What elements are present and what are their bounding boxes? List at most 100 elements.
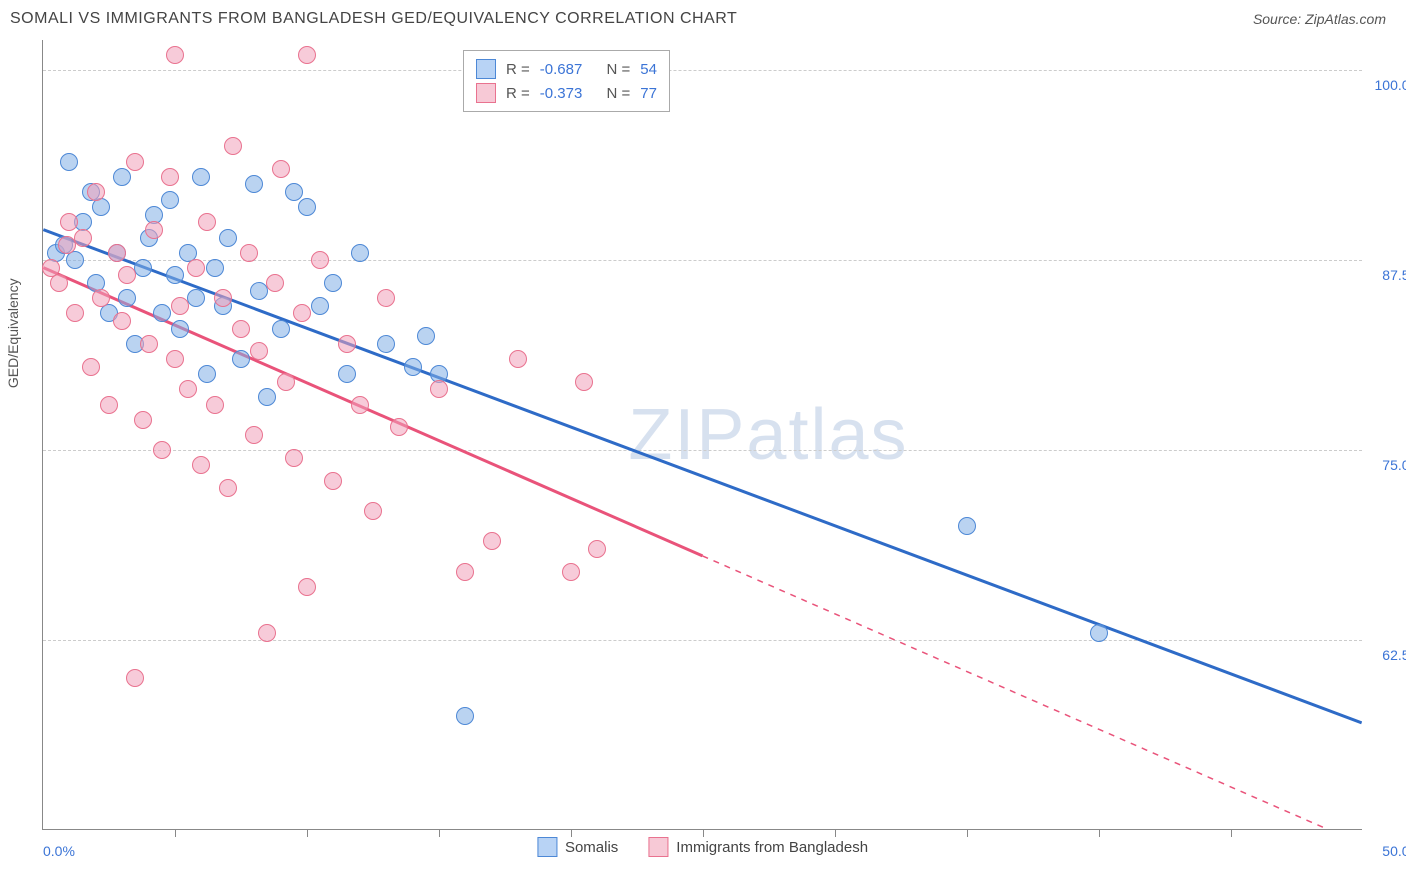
data-point [266,274,284,292]
data-point [430,380,448,398]
x-tick [439,829,440,837]
data-point [166,350,184,368]
chart-title: SOMALI VS IMMIGRANTS FROM BANGLADESH GED… [10,10,737,28]
swatch-icon [648,837,668,857]
data-point [113,168,131,186]
trend-lines [43,40,1362,829]
data-point [118,289,136,307]
legend-item-bangladesh: Immigrants from Bangladesh [648,837,868,857]
data-point [153,441,171,459]
data-point [483,532,501,550]
data-point [187,289,205,307]
data-point [140,335,158,353]
data-point [219,479,237,497]
data-point [134,411,152,429]
data-point [245,175,263,193]
x-tick [1231,829,1232,837]
grid-line [43,640,1362,641]
data-point [351,396,369,414]
data-point [100,396,118,414]
data-point [404,358,422,376]
data-point [171,297,189,315]
swatch-icon [537,837,557,857]
data-point [285,449,303,467]
x-tick [307,829,308,837]
data-point [161,191,179,209]
grid-line [43,450,1362,451]
data-point [166,46,184,64]
grid-line [43,260,1362,261]
data-point [232,350,250,368]
data-point [206,259,224,277]
data-point [171,320,189,338]
y-axis-title: GED/Equivalency [5,278,21,388]
x-max-label: 50.0% [1382,843,1406,859]
data-point [588,540,606,558]
data-point [192,456,210,474]
data-point [198,365,216,383]
data-point [338,335,356,353]
data-point [298,46,316,64]
scatter-chart: GED/Equivalency ZIPatlas 62.5%75.0%87.5%… [42,40,1362,830]
data-point [92,289,110,307]
data-point [166,266,184,284]
x-tick [1099,829,1100,837]
data-point [293,304,311,322]
data-point [277,373,295,391]
stats-legend: R = -0.687 N = 54 R = -0.373 N = 77 [463,50,670,112]
data-point [50,274,68,292]
x-tick [703,829,704,837]
data-point [118,266,136,284]
data-point [324,274,342,292]
data-point [240,244,258,262]
data-point [311,297,329,315]
data-point [66,251,84,269]
data-point [145,221,163,239]
data-point [60,153,78,171]
stats-row-somali: R = -0.687 N = 54 [476,57,657,81]
data-point [377,289,395,307]
data-point [390,418,408,436]
data-point [377,335,395,353]
data-point [113,312,131,330]
data-point [108,244,126,262]
data-point [285,183,303,201]
watermark: ZIPatlas [628,394,908,476]
data-point [258,624,276,642]
data-point [126,153,144,171]
data-point [192,168,210,186]
swatch-somali [476,59,496,79]
data-point [351,244,369,262]
y-tick-label: 62.5% [1382,647,1406,663]
data-point [456,707,474,725]
series-legend: Somalis Immigrants from Bangladesh [537,837,868,857]
x-tick [967,829,968,837]
grid-line [43,70,1362,71]
data-point [74,229,92,247]
swatch-bangladesh [476,83,496,103]
x-tick [835,829,836,837]
data-point [338,365,356,383]
data-point [575,373,593,391]
data-point [232,320,250,338]
data-point [66,304,84,322]
y-tick-label: 75.0% [1382,457,1406,473]
data-point [456,563,474,581]
data-point [258,388,276,406]
data-point [187,259,205,277]
data-point [224,137,242,155]
x-min-label: 0.0% [43,843,75,859]
data-point [298,578,316,596]
data-point [179,380,197,398]
x-tick [175,829,176,837]
data-point [87,183,105,201]
data-point [324,472,342,490]
data-point [272,320,290,338]
data-point [60,213,78,231]
data-point [126,669,144,687]
data-point [417,327,435,345]
data-point [958,517,976,535]
data-point [311,251,329,269]
legend-item-somali: Somalis [537,837,618,857]
data-point [219,229,237,247]
